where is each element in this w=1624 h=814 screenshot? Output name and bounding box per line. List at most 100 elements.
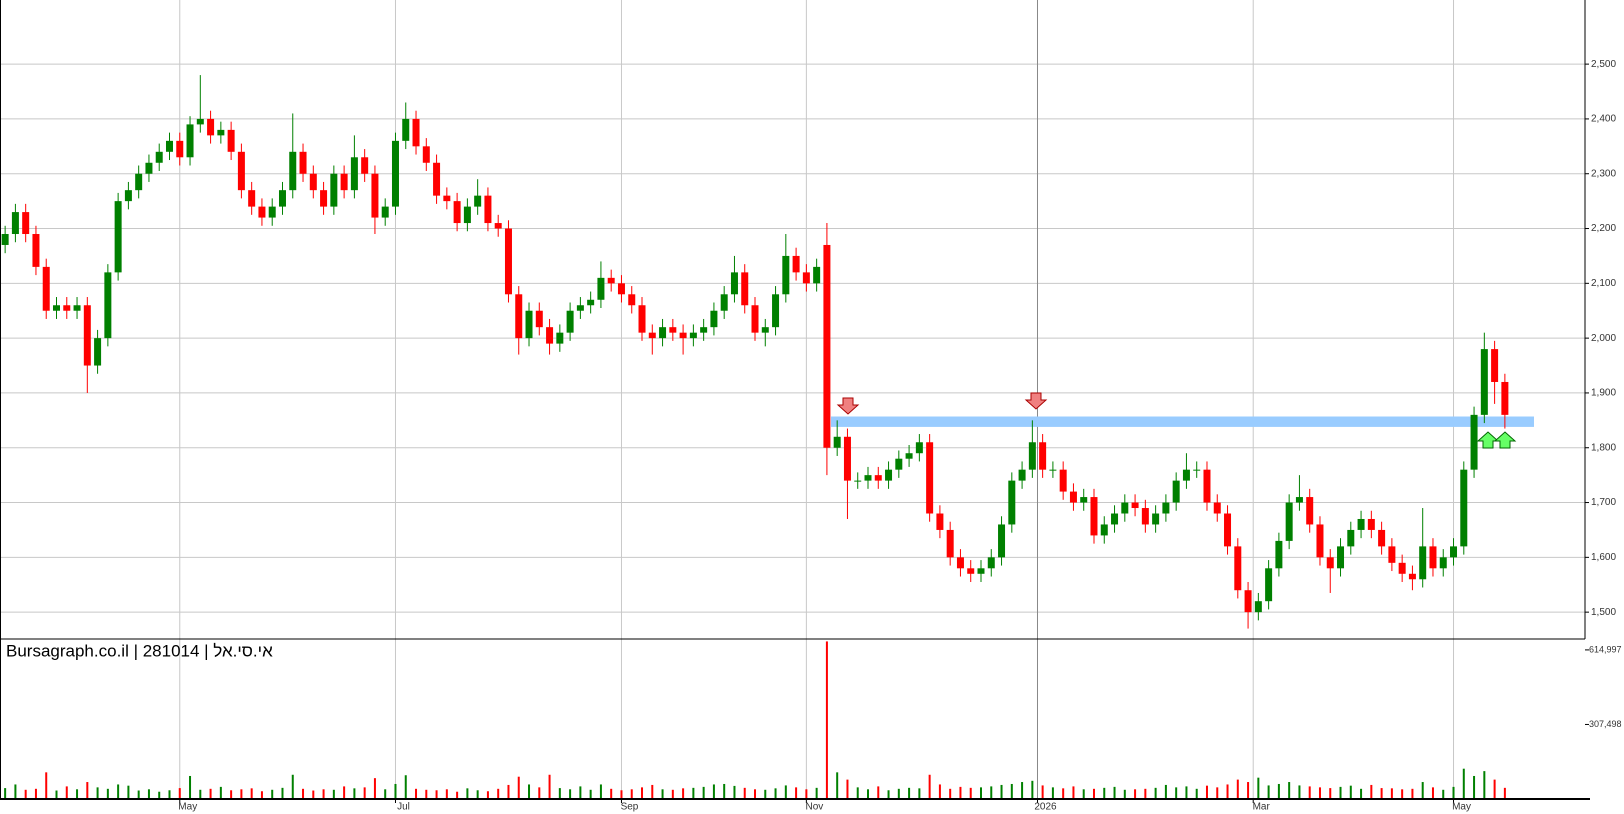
candle-body — [94, 338, 102, 366]
volume-bar — [1175, 787, 1178, 799]
volume-bar — [1318, 787, 1321, 799]
candle-body — [710, 310, 718, 328]
x-tick-label: 2026 — [1034, 802, 1057, 813]
volume-bar — [322, 789, 325, 799]
volume-bar — [1185, 786, 1188, 799]
volume-bar — [579, 786, 582, 799]
volume-bar — [14, 784, 17, 799]
volume-bar — [507, 784, 510, 799]
volume-bar — [45, 772, 48, 799]
candle-body — [1337, 546, 1345, 569]
signal-arrows — [836, 392, 1517, 449]
volume-bar — [795, 787, 798, 799]
candle-body — [1347, 529, 1355, 547]
volume-bar — [846, 779, 849, 799]
y-tick-label: 2,500 — [1591, 59, 1616, 70]
candle-body — [1275, 540, 1283, 569]
volume-bar — [1000, 784, 1003, 799]
candle-body — [402, 118, 410, 141]
y-tick-label: 2,100 — [1591, 278, 1616, 289]
volume-bar — [209, 788, 212, 799]
candle-body — [1244, 590, 1252, 613]
candle-body — [689, 332, 697, 339]
volume-bar — [825, 641, 828, 799]
volume-bar — [96, 787, 99, 799]
volume-bar — [281, 787, 284, 799]
candle-body — [278, 190, 286, 207]
candle-body — [299, 151, 307, 174]
volume-bar — [404, 775, 407, 799]
volume-bar — [1308, 786, 1311, 799]
volume-bar — [1442, 789, 1445, 799]
candle-body — [597, 277, 605, 300]
y-tick-label: 307,498 — [1589, 719, 1622, 729]
candle-body — [463, 206, 471, 224]
volume-bar — [682, 788, 685, 799]
y-tick-label: 1,700 — [1591, 497, 1616, 508]
candle-body — [1049, 469, 1057, 471]
volume-bar — [1072, 786, 1075, 799]
candle-body — [1234, 546, 1242, 591]
volume-bar — [979, 787, 982, 799]
volume-bar — [538, 787, 541, 799]
volume-bar — [1216, 787, 1219, 799]
candle-body — [833, 436, 841, 448]
candle-body — [1408, 573, 1416, 580]
candle-body — [679, 332, 687, 339]
volume-bar — [147, 789, 150, 799]
candle-body — [1069, 491, 1077, 503]
volume-bar — [569, 789, 572, 799]
candle-body — [104, 272, 112, 339]
volume-bar — [661, 789, 664, 799]
candle-body — [782, 255, 790, 295]
volume-bar — [230, 790, 233, 799]
volume-bar — [240, 789, 243, 799]
candle-body — [1182, 469, 1190, 481]
volume-bar — [158, 791, 161, 799]
volume-bar — [1021, 782, 1024, 799]
volume-bar — [168, 790, 171, 799]
volume-bar — [1062, 788, 1065, 799]
volume-bar — [343, 786, 346, 799]
candle-body — [114, 201, 122, 273]
x-tick-label: Sep — [621, 802, 639, 813]
candle-body — [320, 190, 328, 207]
y-tick-label: 2,300 — [1591, 168, 1616, 179]
y-tick-label: 1,500 — [1591, 607, 1616, 618]
candle-body — [1203, 469, 1211, 503]
candle-body — [1059, 469, 1067, 492]
volume-bar — [1092, 788, 1095, 799]
volume-bar — [743, 787, 746, 799]
candle-body — [268, 206, 276, 218]
volume-bar — [312, 790, 315, 799]
sell-arrow — [836, 397, 860, 415]
candle-body — [700, 327, 708, 333]
candle-body — [802, 272, 810, 284]
candle-body — [741, 272, 749, 306]
volume-bar — [938, 784, 941, 799]
volume-bar — [394, 783, 397, 799]
volume-bar — [34, 788, 37, 799]
x-tick-label: Nov — [805, 802, 823, 813]
volume-bar — [1503, 787, 1506, 799]
volume-bar — [908, 787, 911, 799]
volume-bar — [897, 788, 900, 799]
volume-bar — [599, 784, 602, 799]
volume-bar — [332, 789, 335, 799]
candle-body — [751, 305, 759, 333]
candle-body — [895, 458, 903, 470]
candle-body — [525, 310, 533, 339]
volume-bar — [456, 791, 459, 799]
candle-body — [42, 266, 50, 311]
candle-body — [874, 475, 882, 481]
candle-body — [1501, 381, 1509, 415]
candle-body — [248, 190, 256, 207]
volume-bar — [435, 790, 438, 799]
candle-body — [1295, 497, 1303, 503]
volume-bar — [969, 787, 972, 799]
volume-bar — [1082, 789, 1085, 799]
candle-body — [1090, 497, 1098, 536]
volume-bar — [137, 790, 140, 799]
candle-body — [1111, 513, 1119, 525]
volume-bar — [353, 788, 356, 799]
